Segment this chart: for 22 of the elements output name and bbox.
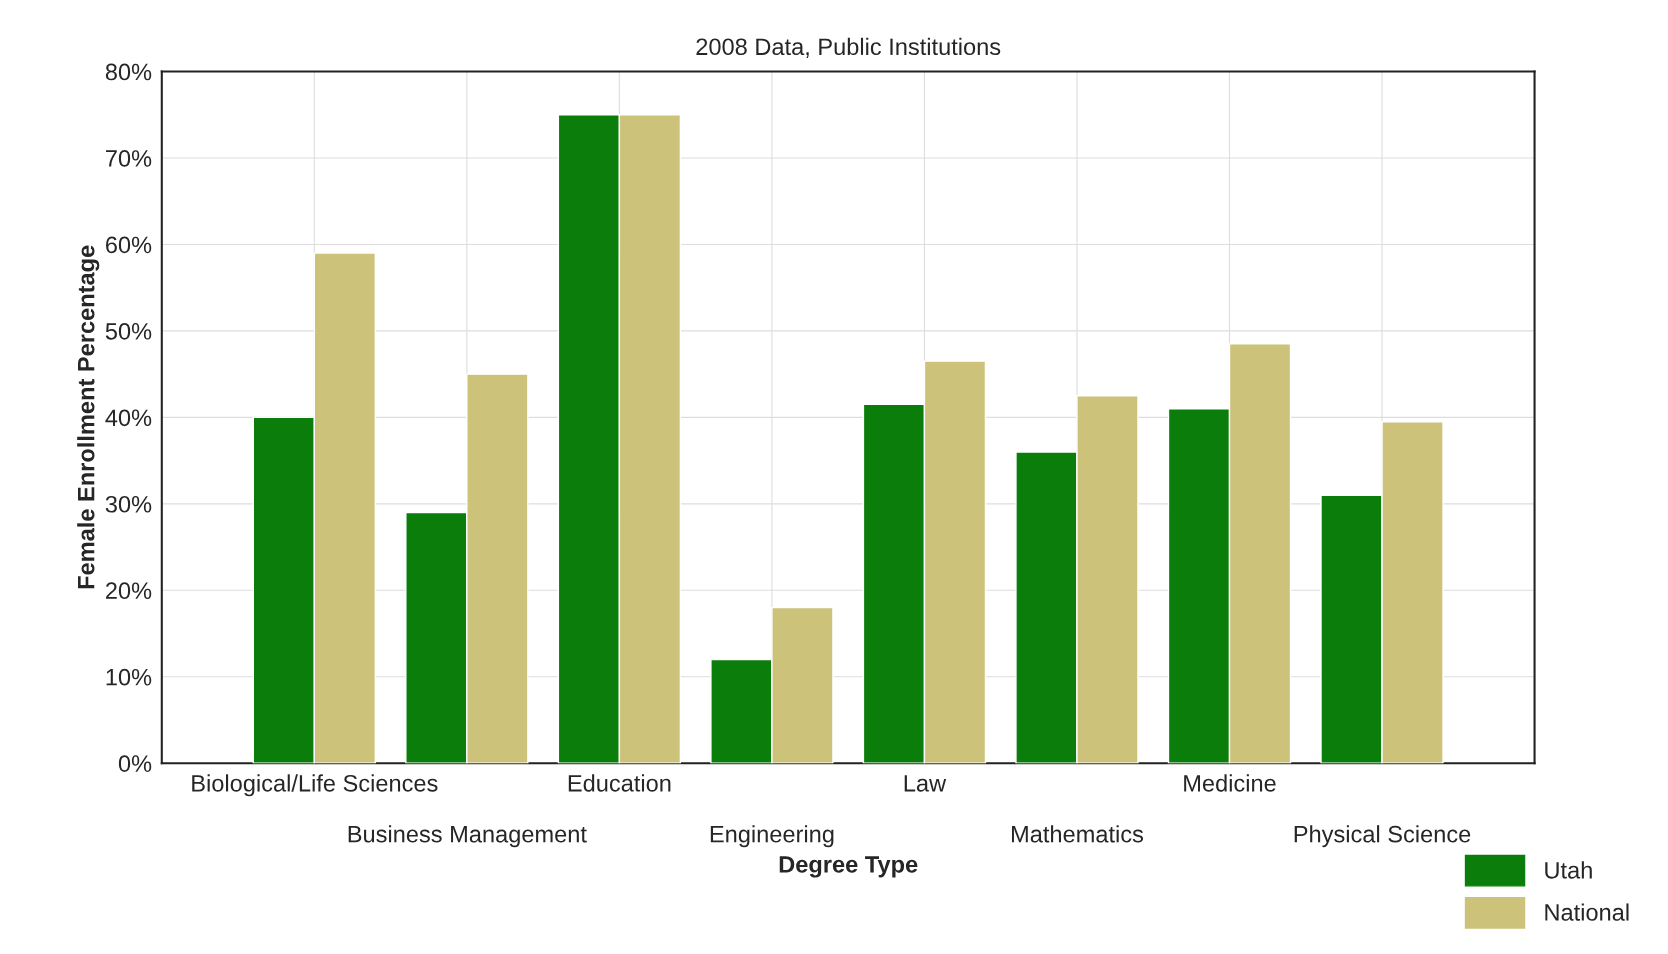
y-tick-label: 50% <box>105 322 152 340</box>
y-tick-label: 70% <box>106 150 152 167</box>
x-tick-label: Mathematics <box>1011 825 1144 843</box>
y-tick-label: 30% <box>105 495 152 513</box>
y-tick-label: 0% <box>118 755 152 772</box>
x-tick-label: Medicine <box>1184 774 1276 792</box>
y-tick-label: 60% <box>106 236 152 254</box>
y-axis-title: Female Enrollment Percentage <box>77 245 100 589</box>
x-tick-label: Business Management <box>348 825 587 848</box>
x-tick-label: Biological/Life Sciences <box>192 774 438 797</box>
legend-label: National <box>1545 903 1629 921</box>
y-tick-label: 20% <box>106 582 152 600</box>
x-tick-label: Education <box>568 774 671 792</box>
x-tick-label: Law <box>904 775 947 792</box>
y-tick-label: 80% <box>105 63 152 81</box>
chart-subtitle: 2008 Data, Public Institutions <box>696 37 1001 58</box>
x-axis-title: Degree Type <box>779 856 918 878</box>
x-tick-label: Physical Science <box>1294 825 1471 848</box>
legend-label: Utah <box>1545 861 1592 879</box>
y-tick-label: 40% <box>105 409 152 427</box>
x-tick-label: Engineering <box>710 825 834 848</box>
y-tick-label: 10% <box>106 668 152 686</box>
